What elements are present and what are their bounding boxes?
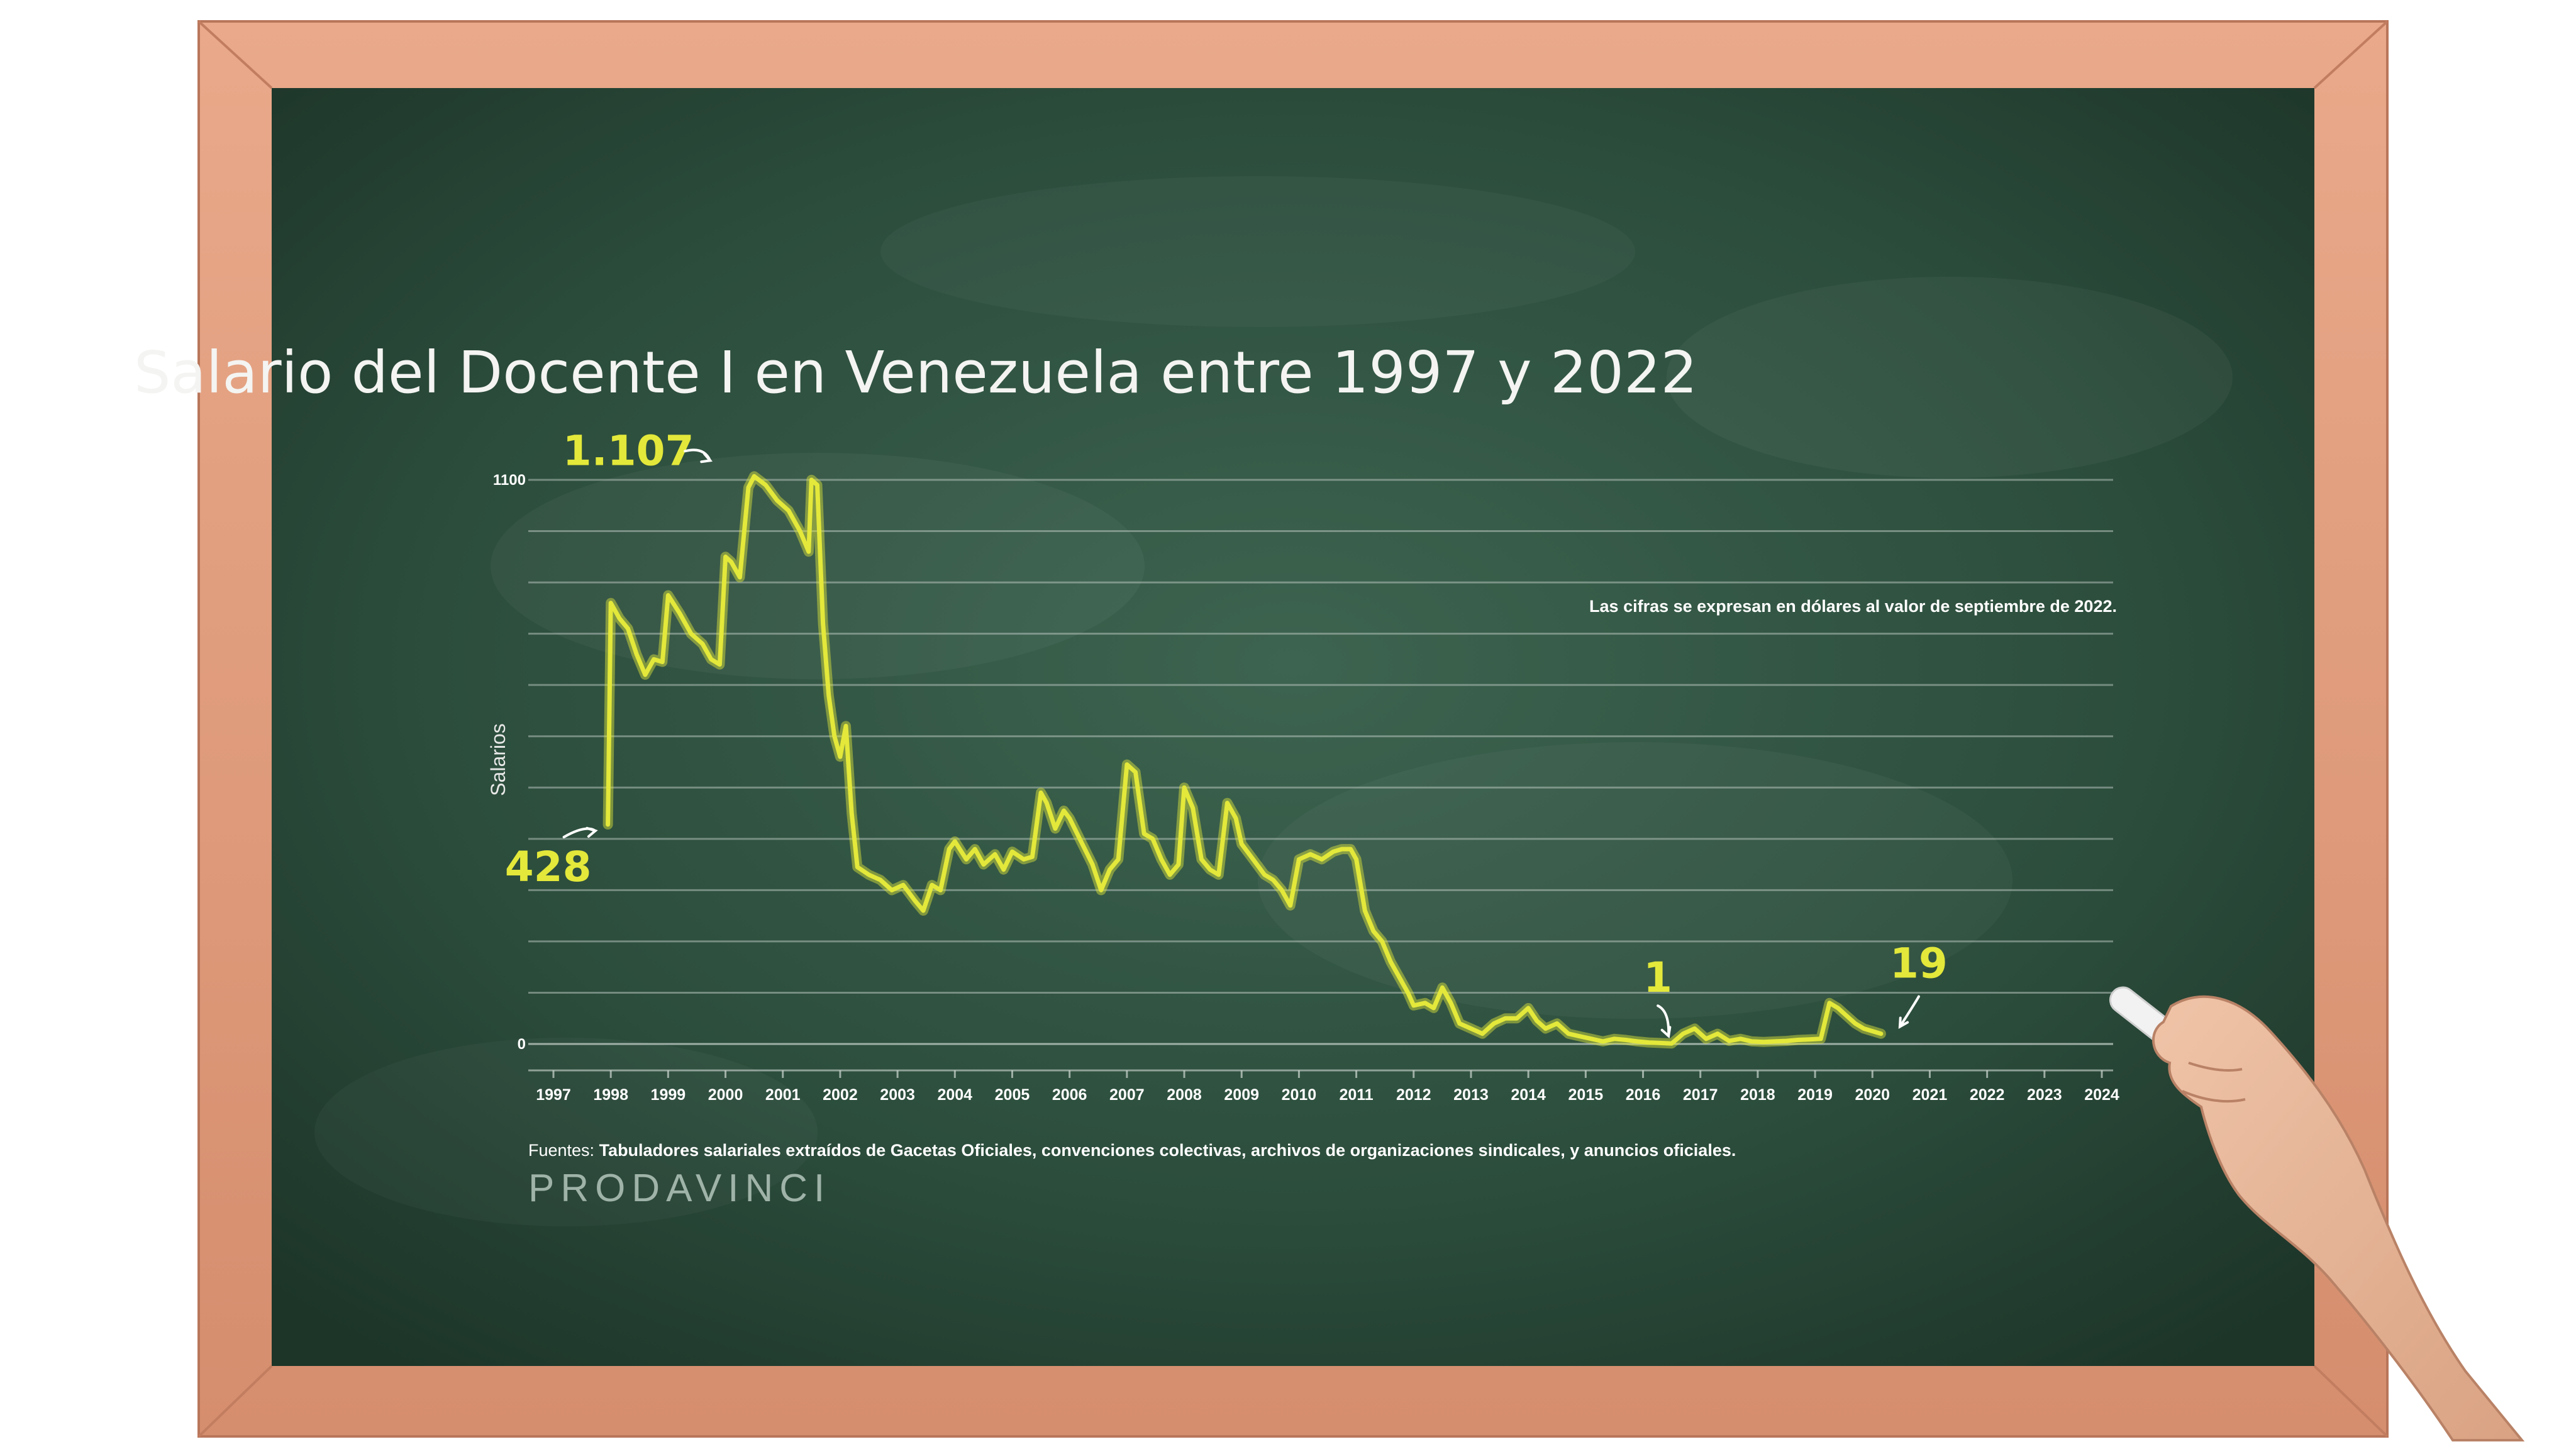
brand-logo: PRODAVINCI [528,1167,831,1210]
x-tick-label-2012: 2012 [1396,1086,1431,1104]
x-tick-label-2021: 2021 [1913,1086,1948,1104]
x-tick-label-2017: 2017 [1683,1086,1718,1104]
x-tick-label-2010: 2010 [1282,1086,1317,1104]
annotation-arrowhead-2 [1660,1026,1672,1039]
x-tick-label-2004: 2004 [937,1086,972,1104]
chalkboard [272,88,2314,1366]
x-tick-label-2006: 2006 [1052,1086,1087,1104]
x-tick-label-2011: 2011 [1339,1086,1373,1104]
x-tick-label-2009: 2009 [1224,1086,1259,1104]
x-tick-label-2023: 2023 [2027,1086,2062,1104]
grid-lines [528,479,2113,1072]
y-axis-label: Salarios [487,723,509,796]
y-tick-labels: 1100 0 [493,472,526,1053]
x-tick-labels: 1997 1998 1999 2000 2001 2002 2003 2004 2005 2006… [536,1070,2119,1104]
x-tick-label-2003: 2003 [880,1086,915,1104]
x-tick-label-2014: 2014 [1511,1086,1546,1104]
source-text: Fuentes: Tabuladores salariales extraído… [528,1141,1736,1160]
x-tick-label-2002: 2002 [823,1086,858,1104]
x-tick-label-1999: 1999 [651,1086,686,1104]
annotation-1: 1.107 [563,426,694,475]
annotation-0: 428 [505,843,592,891]
x-tick-label-2022: 2022 [1970,1086,2005,1104]
x-tick-label-1997: 1997 [536,1086,571,1104]
annotation-arrowhead-0 [586,826,598,838]
x-tick-label-1998: 1998 [593,1086,628,1104]
x-tick-label-2007: 2007 [1109,1086,1145,1104]
salary-series [602,471,1886,1049]
x-tick-label-2016: 2016 [1626,1086,1661,1104]
x-tick-label-2000: 2000 [708,1086,743,1104]
x-tick-label-2013: 2013 [1453,1086,1489,1104]
x-tick-label-2008: 2008 [1167,1086,1202,1104]
x-tick-label-2020: 2020 [1855,1086,1890,1104]
annotation-3: 19 [1890,940,1948,988]
annotation-arrowhead-3 [1898,1016,1909,1030]
x-tick-label-2001: 2001 [765,1086,801,1104]
hand-with-chalk-icon [2109,986,2525,1441]
y-tick-label-1: 0 [518,1036,526,1053]
y-tick-label-0: 1100 [493,472,526,489]
x-tick-label-2018: 2018 [1740,1086,1775,1104]
annotation-arrow-3 [1898,995,1920,1028]
annotation-arrowhead-1 [700,452,713,464]
x-tick-label-2005: 2005 [995,1086,1030,1104]
x-tick-label-2024: 2024 [2084,1086,2119,1104]
source-body: Tabuladores salariales extraídos de Gace… [599,1141,1736,1160]
source-prefix: Fuentes: [528,1141,599,1160]
chart-title: Salario del Docente I en Venezuela entre… [134,339,1697,406]
x-tick-label-2019: 2019 [1797,1086,1833,1104]
annotations: 428 1.107 1 19 [505,426,1948,1039]
chart-note: Las cifras se expresan en dólares al val… [1589,597,2117,616]
x-tick-label-2015: 2015 [1568,1086,1604,1104]
chalk-smudges [491,277,2233,679]
series-line-0 [606,474,1884,1046]
annotation-2: 1 [1643,953,1672,1002]
